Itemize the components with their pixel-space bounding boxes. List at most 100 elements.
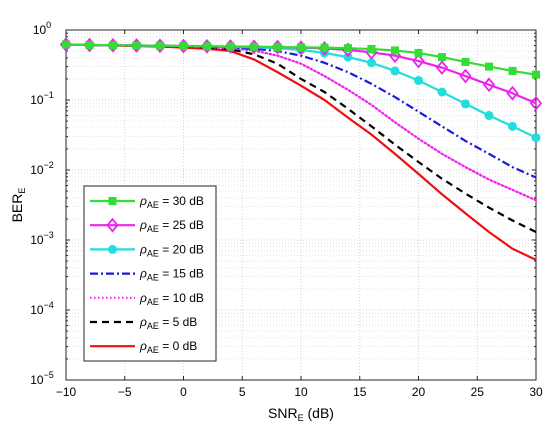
data-point — [390, 66, 400, 76]
legend-label-symbol: ρ — [139, 291, 147, 305]
legend-marker — [106, 217, 119, 233]
legend-label: ρAE = 25 dB — [139, 218, 204, 234]
data-point — [85, 41, 94, 50]
y-tick-label-exponent: −4 — [44, 300, 54, 310]
y-tick-label-exponent: 0 — [46, 20, 51, 30]
x-tick-label: 15 — [353, 385, 367, 399]
series-30db — [62, 40, 540, 79]
legend-marker — [108, 197, 117, 205]
y-tick-label-base: 10 — [30, 93, 44, 107]
legend-label-value: = 0 dB — [159, 339, 197, 353]
legend-label-value: = 15 dB — [159, 267, 204, 281]
legend-label-symbol: ρ — [139, 218, 147, 232]
y-tick-label: 10−4 — [30, 300, 54, 317]
data-point — [344, 44, 352, 53]
data-point — [297, 43, 305, 52]
legend-label-value: = 20 dB — [159, 242, 204, 256]
legend-label: ρAE = 15 dB — [139, 267, 204, 283]
y-tick-label-base: 10 — [33, 23, 47, 37]
legend-entry: ρAE = 30 dB — [90, 194, 204, 210]
data-point — [482, 77, 496, 93]
data-point — [367, 45, 376, 54]
x-axis-title-sub: E — [298, 413, 304, 423]
data-point — [506, 85, 519, 101]
data-point — [508, 66, 517, 75]
data-point — [461, 99, 470, 109]
data-point — [459, 68, 472, 84]
x-tick-label: −5 — [118, 385, 132, 399]
data-point — [532, 70, 540, 79]
data-point — [273, 43, 282, 52]
data-point — [531, 133, 541, 143]
x-tick-label: 10 — [294, 385, 308, 399]
x-tick-label: 0 — [180, 385, 187, 399]
y-axis-title-main: BER — [9, 194, 25, 223]
data-point — [461, 57, 470, 66]
y-tick-label-base: 10 — [30, 163, 44, 177]
data-point — [435, 60, 449, 76]
y-tick-label: 100 — [33, 20, 51, 37]
data-point — [484, 111, 494, 121]
x-tick-label: 5 — [239, 385, 246, 399]
y-tick-label-exponent: −3 — [44, 230, 54, 240]
x-axis-title-main: SNR — [268, 405, 298, 421]
legend-label-sub: AE — [147, 200, 159, 210]
legend-label-symbol: ρ — [139, 267, 147, 281]
data-point — [226, 42, 235, 51]
legend-label-sub: AE — [147, 248, 159, 258]
legend-label-sub: AE — [147, 273, 159, 283]
data-point — [508, 121, 517, 131]
x-axis-title: SNRE (dB) — [268, 405, 334, 423]
data-point — [437, 87, 447, 97]
x-tick-label: 30 — [529, 385, 543, 399]
y-tick-label-exponent: −2 — [44, 160, 54, 170]
y-tick-label: 10−2 — [30, 160, 54, 177]
legend-entry: ρAE = 5 dB — [90, 315, 197, 331]
series-line — [65, 43, 537, 179]
x-tick-labels: −10 −5 0 5 10 15 20 25 30 — [56, 385, 543, 399]
legend-label-value: = 5 dB — [159, 315, 197, 329]
data-point — [320, 43, 329, 52]
legend-entry: ρAE = 10 dB — [90, 291, 204, 307]
y-tick-label-exponent: −5 — [44, 370, 54, 380]
legend-entry: ρAE = 25 dB — [90, 217, 204, 234]
legend-label-value: = 10 dB — [159, 291, 204, 305]
legend-label-value: = 30 dB — [159, 194, 204, 208]
data-point — [250, 42, 258, 51]
legend-label-sub: AE — [147, 224, 159, 234]
data-point — [438, 53, 446, 62]
data-point — [391, 46, 399, 55]
legend-entry: ρAE = 15 dB — [90, 267, 204, 283]
y-tick-label-base: 10 — [30, 233, 44, 247]
legend-label-symbol: ρ — [139, 315, 147, 329]
data-point — [179, 42, 188, 51]
legend-entry: ρAE = 20 dB — [90, 242, 204, 258]
y-tick-label-exponent: −1 — [44, 90, 54, 100]
legend-label-sub: AE — [147, 345, 159, 355]
data-point — [529, 95, 543, 111]
data-point — [156, 41, 164, 50]
data-point — [367, 58, 376, 68]
data-point — [109, 41, 117, 50]
y-axis-title-sub: E — [17, 188, 27, 194]
legend-label-sub: AE — [147, 297, 159, 307]
data-point — [412, 53, 425, 69]
data-point — [414, 48, 423, 57]
legend-label: ρAE = 30 dB — [139, 194, 204, 210]
data-point — [132, 41, 141, 50]
legend-label-value: = 25 dB — [159, 218, 204, 232]
legend-label: ρAE = 5 dB — [139, 315, 197, 331]
legend-label-symbol: ρ — [139, 339, 147, 353]
data-point — [485, 62, 493, 71]
y-tick-label-base: 10 — [30, 303, 44, 317]
data-point — [414, 75, 423, 85]
legend-label-sub: AE — [147, 321, 159, 331]
legend-label: ρAE = 0 dB — [139, 339, 197, 355]
legend-label-symbol: ρ — [139, 242, 147, 256]
legend-entry: ρAE = 0 dB — [90, 339, 197, 355]
x-tick-label: −10 — [56, 385, 77, 399]
y-tick-label-base: 10 — [30, 373, 44, 387]
